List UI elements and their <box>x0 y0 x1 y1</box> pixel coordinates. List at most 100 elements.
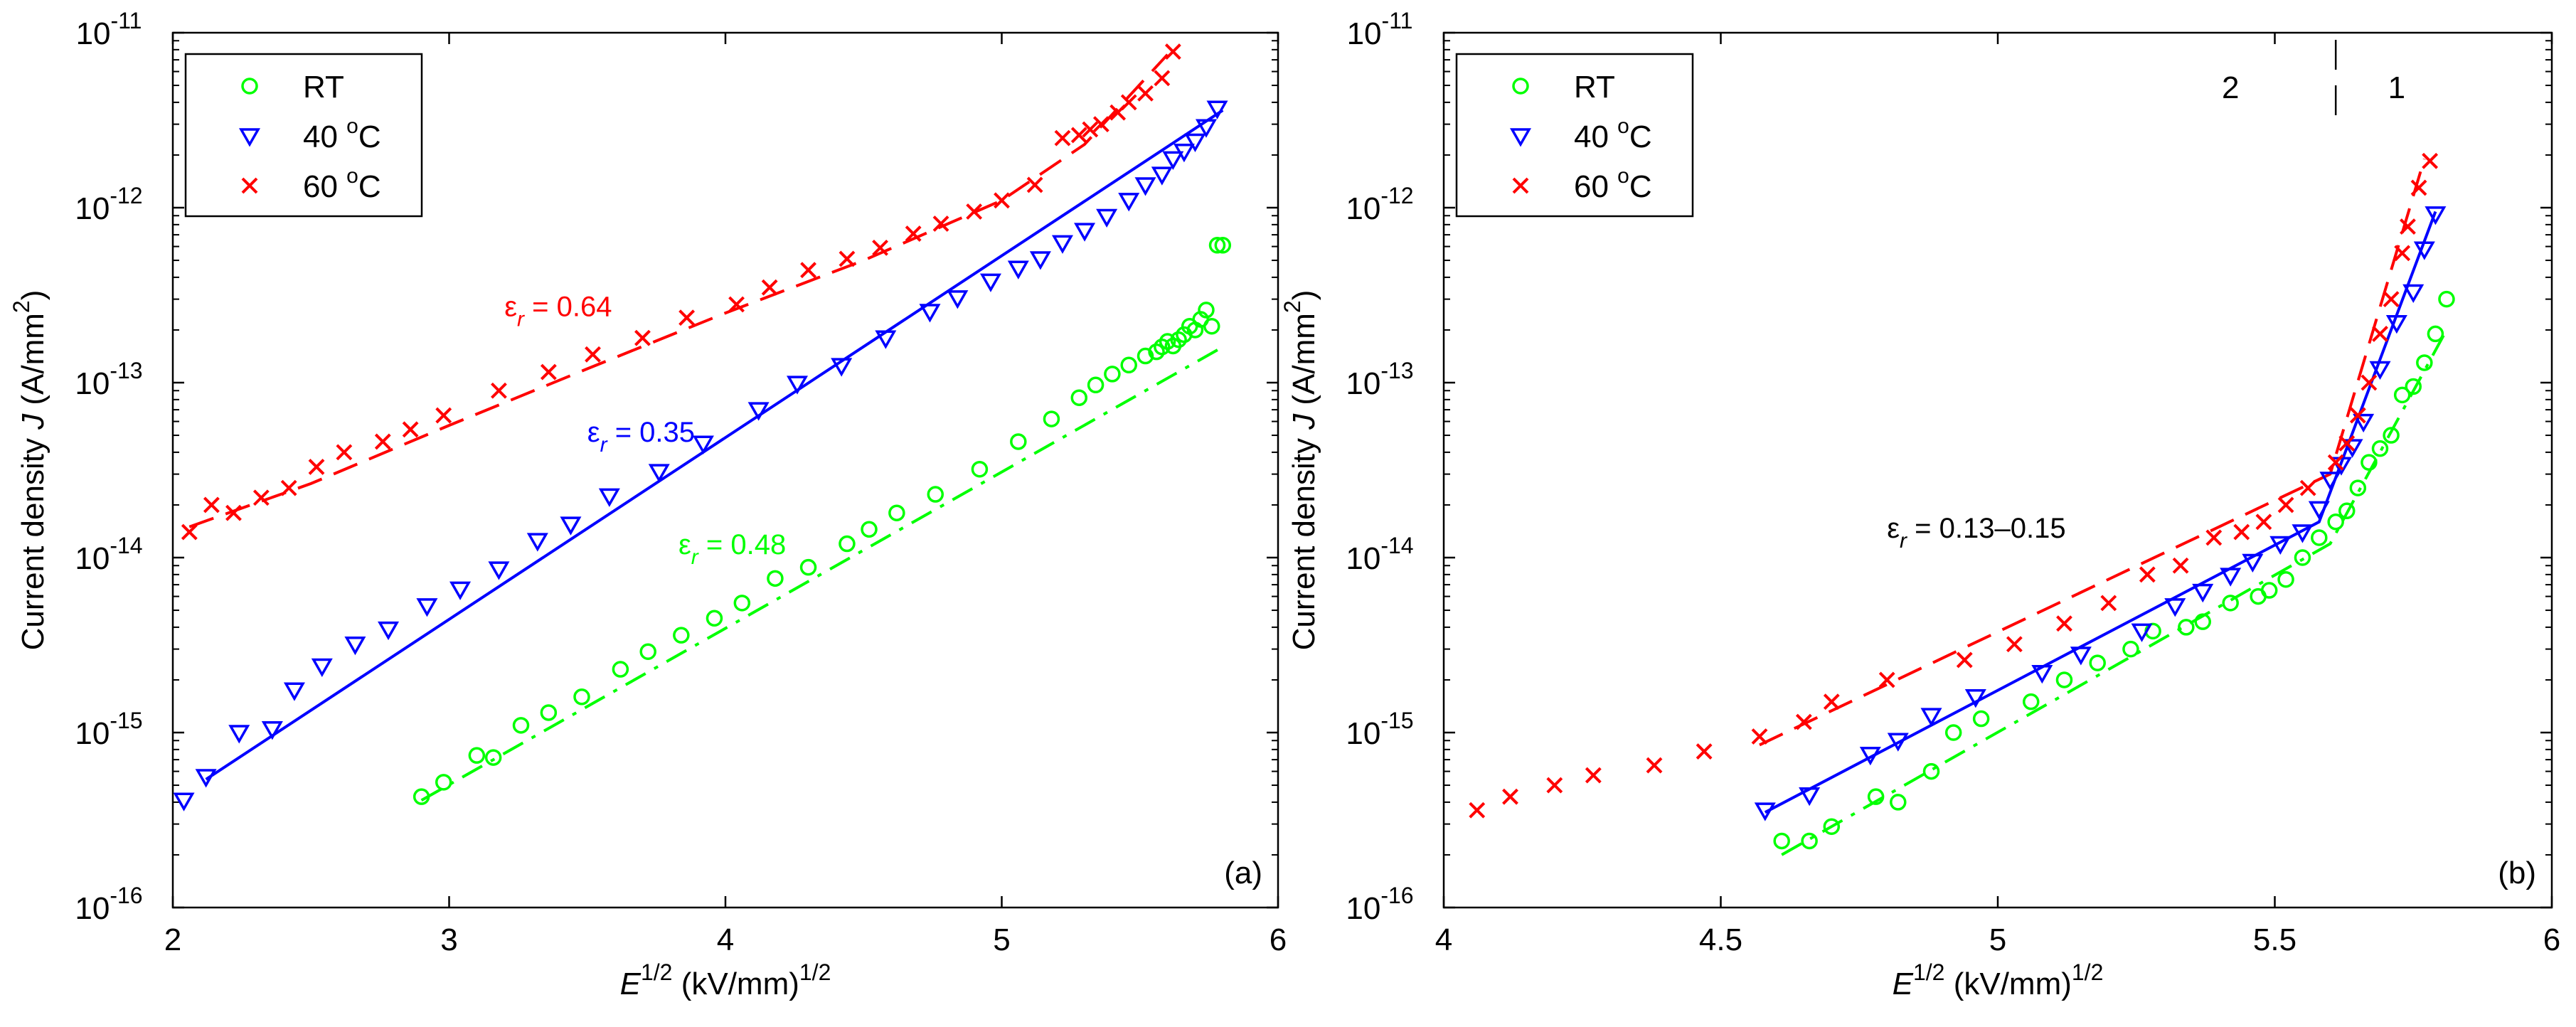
data-point <box>639 643 656 661</box>
y-tick-label: 10-14 <box>75 533 142 576</box>
data-point <box>491 382 507 399</box>
data-point <box>2393 386 2411 404</box>
data-point <box>1801 832 1818 850</box>
legend-label-text: 60 <box>303 169 346 204</box>
y-tick-label: 10-11 <box>76 8 142 51</box>
annotation-value: = 0.64 <box>524 291 612 322</box>
data-point <box>1696 743 1713 760</box>
data-point <box>2205 529 2223 546</box>
y-tick-label: 10-16 <box>75 883 142 926</box>
data-point <box>2242 553 2264 573</box>
data-point <box>728 296 745 313</box>
data-point <box>2405 378 2422 395</box>
data-point <box>2122 640 2139 658</box>
data-point <box>1134 177 1156 196</box>
data-point <box>573 688 590 706</box>
y-tick-base: 10 <box>1346 366 1380 401</box>
annotation-epsilon: εr = 0.13–0.15 <box>1887 513 2065 553</box>
data-point <box>2394 245 2411 262</box>
data-point <box>747 402 770 421</box>
legend-label-text: 60 <box>1574 169 1617 204</box>
data-point <box>435 407 452 424</box>
data-point <box>1184 133 1206 152</box>
data-point <box>1585 767 1602 784</box>
series-60-oc <box>1469 152 2439 819</box>
data-point <box>2269 536 2292 555</box>
data-point <box>1029 251 1051 270</box>
data-point <box>2338 502 2356 520</box>
region-label: 2 <box>2222 70 2239 105</box>
data-point <box>1007 260 1029 280</box>
data-point <box>1859 746 1881 766</box>
y-tick-base: 10 <box>75 891 110 926</box>
data-point <box>875 330 897 349</box>
data-point <box>786 376 809 395</box>
y-axis-label-main: Current density <box>1287 430 1321 651</box>
annotation-symbol: ε <box>587 417 600 448</box>
data-point <box>2427 325 2444 343</box>
legend-label-text: 40 <box>303 119 346 154</box>
y-tick-exponent: -12 <box>1380 183 1413 208</box>
data-point <box>2277 496 2294 514</box>
y-tick-label: 10-14 <box>1346 533 1413 576</box>
y-tick-label: 10-16 <box>1346 883 1413 926</box>
data-point <box>1054 129 1071 147</box>
data-point <box>1043 410 1060 427</box>
annotation-symbol: ε <box>678 529 691 560</box>
data-point <box>311 658 333 677</box>
y-tick-base: 10 <box>76 16 111 51</box>
data-point <box>1546 777 1563 794</box>
data-point <box>1208 237 1226 254</box>
data-point <box>2371 440 2389 457</box>
annotation-value: = 0.48 <box>698 529 786 560</box>
annotation-epsilon: εr = 0.64 <box>504 291 612 331</box>
data-point <box>673 627 690 644</box>
y-axis-label-sup: 2 <box>9 300 34 313</box>
region-label: 1 <box>2388 70 2405 105</box>
data-point <box>919 304 941 323</box>
series-40-oc <box>1754 206 2447 821</box>
data-point <box>2299 479 2316 496</box>
data-point <box>706 610 723 627</box>
data-point <box>1751 728 1768 745</box>
legend-label-text: 40 <box>1574 119 1617 154</box>
legend-label-sup: o <box>1617 164 1629 188</box>
data-point <box>1154 339 1171 356</box>
data-point <box>2327 454 2344 471</box>
data-point <box>2410 179 2427 196</box>
data-point <box>2353 413 2375 433</box>
data-point <box>488 561 510 580</box>
data-point <box>1795 713 1812 730</box>
data-point <box>1214 237 1232 254</box>
y-tick-exponent: -12 <box>110 183 142 208</box>
data-point <box>2327 514 2344 531</box>
x-tick-label: 5 <box>1989 922 2006 957</box>
data-point <box>402 421 419 438</box>
data-point <box>1799 787 1821 807</box>
y-tick-label: 10-11 <box>1347 8 1413 51</box>
data-point <box>2056 615 2072 632</box>
data-point <box>560 516 582 536</box>
annotation-symbol: ε <box>1887 513 1900 544</box>
data-point <box>2292 524 2314 543</box>
data-point <box>1154 70 1171 87</box>
annotation-value: = 0.13–0.15 <box>1907 513 2066 544</box>
data-point <box>2372 326 2388 342</box>
data-point <box>2311 529 2328 546</box>
data-point <box>540 363 557 381</box>
y-tick-label: 10-12 <box>1346 183 1413 226</box>
series-40-oc <box>173 100 1228 812</box>
data-point <box>2055 671 2073 688</box>
data-point <box>540 704 558 721</box>
legend-box <box>184 53 423 218</box>
data-point <box>692 435 714 454</box>
x-tick-label: 5.5 <box>2253 922 2296 957</box>
data-point <box>2194 613 2211 630</box>
y-tick-exponent: -16 <box>1380 883 1413 908</box>
y-tick-base: 10 <box>75 366 110 401</box>
data-point <box>2400 218 2416 235</box>
data-point <box>1104 366 1121 383</box>
data-point <box>678 309 696 326</box>
data-point <box>947 290 969 309</box>
data-point <box>1964 689 1986 708</box>
